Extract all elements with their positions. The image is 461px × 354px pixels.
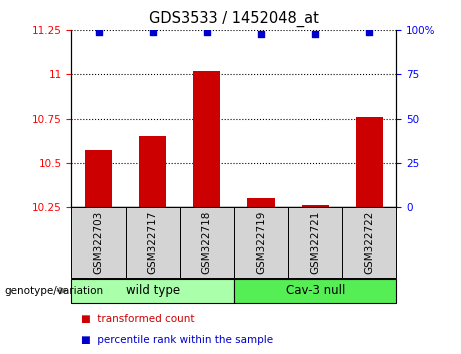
Bar — [301, 205, 329, 207]
Bar — [342, 207, 396, 278]
Point — [366, 29, 373, 35]
Text: GSM322719: GSM322719 — [256, 211, 266, 274]
Bar — [71, 279, 234, 303]
Text: Cav-3 null: Cav-3 null — [285, 284, 345, 297]
Text: GSM322718: GSM322718 — [202, 211, 212, 274]
Title: GDS3533 / 1452048_at: GDS3533 / 1452048_at — [149, 11, 319, 27]
Point — [149, 29, 156, 35]
Point — [257, 31, 265, 36]
Bar — [139, 136, 166, 207]
Bar — [356, 117, 383, 207]
Bar — [248, 198, 275, 207]
Bar — [234, 279, 396, 303]
Text: ■  transformed count: ■ transformed count — [81, 314, 194, 324]
Bar — [180, 207, 234, 278]
Bar — [125, 207, 180, 278]
Bar — [85, 150, 112, 207]
Bar — [234, 207, 288, 278]
Text: genotype/variation: genotype/variation — [5, 286, 104, 296]
Text: GSM322722: GSM322722 — [364, 211, 374, 274]
Text: ■  percentile rank within the sample: ■ percentile rank within the sample — [81, 335, 273, 345]
Text: wild type: wild type — [126, 284, 180, 297]
Bar — [193, 71, 220, 207]
Point — [312, 31, 319, 36]
Text: GSM322703: GSM322703 — [94, 211, 104, 274]
Point — [95, 29, 102, 35]
Bar — [288, 207, 342, 278]
Point — [203, 29, 211, 35]
Bar — [71, 207, 125, 278]
Text: GSM322721: GSM322721 — [310, 211, 320, 274]
Text: GSM322717: GSM322717 — [148, 211, 158, 274]
